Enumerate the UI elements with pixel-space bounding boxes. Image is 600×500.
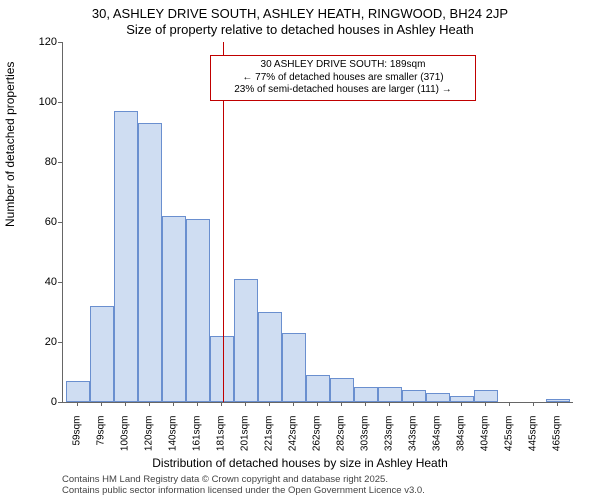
histogram-bar xyxy=(426,393,450,402)
histogram-bar xyxy=(402,390,426,402)
y-tick-label: 40 xyxy=(35,276,57,288)
chart-title-main: 30, ASHLEY DRIVE SOUTH, ASHLEY HEATH, RI… xyxy=(0,6,600,21)
footer-line-2: Contains public sector information licen… xyxy=(62,485,425,496)
footer-credits: Contains HM Land Registry data © Crown c… xyxy=(62,474,425,497)
y-tick-label: 80 xyxy=(35,156,57,168)
histogram-bar xyxy=(354,387,378,402)
histogram-bar xyxy=(66,381,90,402)
annotation-line-2: ← 77% of detached houses are smaller (37… xyxy=(217,72,469,85)
histogram-bar xyxy=(114,111,138,402)
footer-line-1: Contains HM Land Registry data © Crown c… xyxy=(62,474,425,485)
histogram-bar xyxy=(378,387,402,402)
x-axis-label: Distribution of detached houses by size … xyxy=(0,456,600,470)
annotation-line-1: 30 ASHLEY DRIVE SOUTH: 189sqm xyxy=(217,59,469,72)
histogram-bar xyxy=(186,219,210,402)
histogram-bar xyxy=(330,378,354,402)
histogram-bar xyxy=(546,399,570,402)
y-tick-label: 60 xyxy=(35,216,57,228)
histogram-bar xyxy=(450,396,474,402)
histogram-bar xyxy=(138,123,162,402)
annotation-box: 30 ASHLEY DRIVE SOUTH: 189sqm ← 77% of d… xyxy=(210,55,476,101)
y-tick-label: 100 xyxy=(35,96,57,108)
histogram-bar xyxy=(282,333,306,402)
chart-container: { "chart": { "type": "histogram", "title… xyxy=(0,0,600,500)
histogram-bar xyxy=(234,279,258,402)
histogram-bar xyxy=(210,336,234,402)
y-axis-label: Number of detached properties xyxy=(3,62,17,227)
y-tick-label: 0 xyxy=(35,396,57,408)
y-axis-label-text: Number of detached properties xyxy=(3,62,17,227)
y-tick-label: 20 xyxy=(35,336,57,348)
histogram-bar xyxy=(90,306,114,402)
histogram-bar xyxy=(306,375,330,402)
histogram-bar xyxy=(258,312,282,402)
histogram-bar xyxy=(474,390,498,402)
y-tick-label: 120 xyxy=(35,36,57,48)
histogram-bar xyxy=(162,216,186,402)
annotation-line-3: 23% of semi-detached houses are larger (… xyxy=(217,84,469,97)
chart-title-sub: Size of property relative to detached ho… xyxy=(0,22,600,37)
